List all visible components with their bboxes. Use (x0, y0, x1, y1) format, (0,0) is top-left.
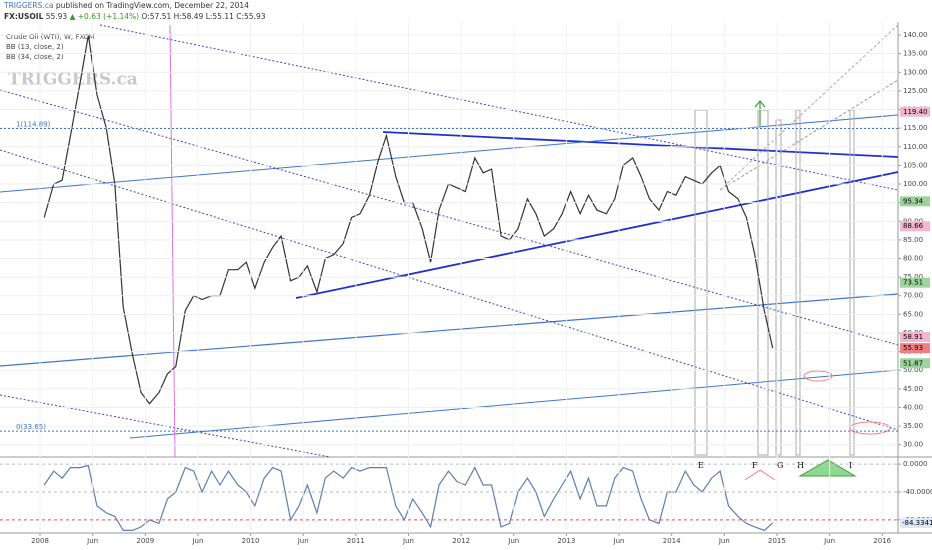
price-label: 51.87 (903, 359, 923, 367)
price-label-box (900, 343, 930, 354)
x-tick-label: Jun (613, 537, 625, 545)
last-label-box (900, 517, 932, 528)
published: published on TradingView.com, December 2… (56, 1, 249, 10)
marker-label: E (698, 461, 704, 470)
y-tick-label: 50.00 (903, 366, 923, 374)
price-label: 95.34 (903, 197, 924, 205)
y-tick-label: 80.00 (903, 254, 923, 262)
trend-line (0, 89, 899, 346)
last-label: -84.3341 (902, 519, 932, 527)
target-ellipse (849, 421, 891, 435)
x-tick-label: 2010 (242, 537, 260, 545)
y-tick-label: 0.0000 (903, 460, 928, 468)
last: 55.93 (46, 12, 68, 21)
price-label: 88.66 (903, 222, 924, 230)
x-tick-label: Jun (191, 537, 203, 545)
x-tick-label: 2015 (768, 537, 786, 545)
y-tick-label: 125.00 (903, 87, 928, 95)
change: ▲ +0.63 (+1.14%) (70, 12, 140, 21)
y-tick-label: 85.00 (903, 236, 923, 244)
fib-label: 0(33.65) (16, 423, 46, 431)
trend-line (719, 24, 899, 191)
price-label-box (900, 221, 930, 232)
target-ellipse (803, 370, 833, 382)
y-tick-label: 30.00 (903, 441, 923, 449)
price-label: 73.51 (903, 279, 923, 287)
close: C:55.93 (236, 12, 265, 21)
x-tick-label: Jun (823, 537, 835, 545)
trend-line (0, 293, 899, 367)
x-tick-label: Jun (297, 537, 309, 545)
x-tick-label: 2008 (31, 537, 49, 545)
fib-label: 1(114.89) (16, 121, 51, 129)
open: O:57.51 (141, 12, 171, 21)
y-tick-label: 130.00 (903, 68, 928, 76)
price-label-box (900, 332, 930, 343)
trend-line (382, 131, 899, 158)
x-tick-label: Jun (86, 537, 98, 545)
y-tick-label: 105.00 (903, 161, 928, 169)
x-tick-label: 2013 (557, 537, 575, 545)
price-label: 58.91 (903, 333, 923, 341)
drawings (0, 24, 899, 481)
legend-entry: BB (34, close, 2) (6, 53, 64, 61)
y-tick-label: 35.00 (903, 422, 923, 430)
y-tick-label: 135.00 (903, 50, 928, 58)
y-tick-label: 140.00 (903, 31, 928, 39)
symbol: FX:USOIL (4, 12, 44, 21)
time-box (775, 119, 782, 456)
x-tick-label: 2014 (663, 537, 681, 545)
y-tick-label: -40.0000 (903, 488, 932, 496)
trend-line (169, 24, 176, 458)
legend-entry: Crude Oil (WTI), W, FXCM (6, 33, 95, 41)
x-tick-label: Jun (718, 537, 730, 545)
trend-line (0, 149, 899, 431)
y-tick-label: 115.00 (903, 124, 928, 132)
publisher: TRIGGERS.ca (3, 1, 53, 10)
x-tick-label: 2012 (452, 537, 470, 545)
x-tick-label: Jun (402, 537, 414, 545)
low: L:55.11 (206, 12, 234, 21)
y-tick-label: 45.00 (903, 385, 923, 393)
x-tick-label: Jun (507, 537, 519, 545)
marker-label: I (849, 461, 852, 470)
price-label: 55.93 (903, 344, 923, 352)
y-tick-label: 110.00 (903, 143, 928, 151)
price-label-box (900, 196, 930, 207)
x-tick-label: 2009 (136, 537, 154, 545)
y-tick-label: 65.00 (903, 310, 923, 318)
header-line: TRIGGERS.ca published on TradingView.com… (3, 1, 249, 10)
x-tick-label: 2011 (347, 537, 365, 545)
arrow (754, 100, 766, 126)
marker-label: F (752, 461, 758, 470)
y-tick-label: 70.00 (903, 292, 923, 300)
triangle (798, 459, 857, 477)
marker-label: G (777, 461, 783, 470)
quote-line: FX:USOIL 55.93 ▲ +0.63 (+1.14%) O:57.51 … (4, 12, 266, 21)
curve (744, 469, 776, 481)
marker-label: H (797, 461, 804, 470)
price-label: 119.40 (903, 108, 928, 116)
y-tick-label: 40.00 (903, 403, 923, 411)
y-tick-label: 75.00 (903, 273, 923, 281)
y-tick-label: 100.00 (903, 180, 928, 188)
high: H:58.49 (174, 12, 204, 21)
price-label-box (900, 358, 930, 369)
price-label-box (900, 277, 930, 288)
price-label-box (900, 106, 930, 117)
legend-entry: BB (13, close, 2) (6, 43, 64, 51)
x-tick-label: 2016 (873, 537, 891, 545)
